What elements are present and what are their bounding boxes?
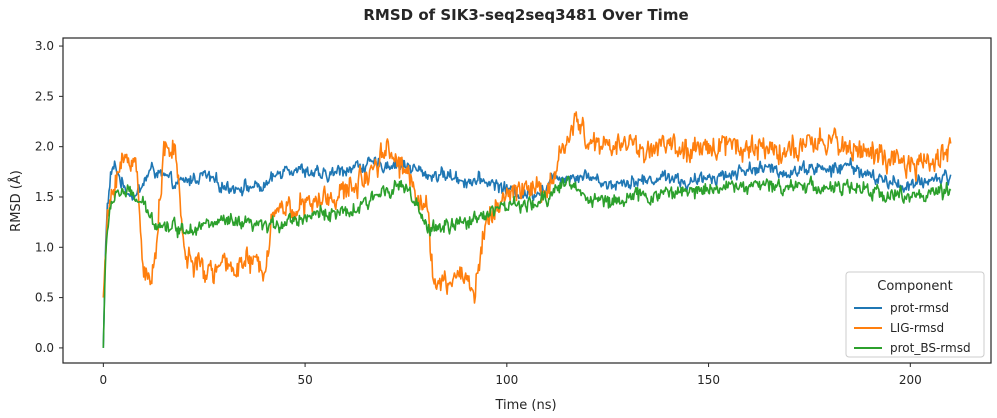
y-tick-label: 2.5 — [35, 89, 54, 103]
legend-entry-LIG-rmsd: LIG-rmsd — [890, 321, 944, 335]
x-tick-label: 150 — [697, 373, 720, 387]
x-axis-ticks: 0 50 100 150 200 — [100, 363, 922, 387]
x-tick-label: 0 — [100, 373, 108, 387]
y-axis-ticks: 0.0 0.5 1.0 1.5 2.0 2.5 3.0 — [35, 39, 63, 355]
legend-entry-prot-rmsd: prot-rmsd — [890, 301, 949, 315]
y-tick-label: 0.5 — [35, 291, 54, 305]
legend-box — [845, 271, 985, 358]
y-axis-label: RMSD (Å) — [8, 170, 24, 232]
series-line-prot-rmsd — [102, 156, 952, 348]
series-layer — [102, 111, 952, 348]
series-line-prot_BS-rmsd — [102, 175, 952, 348]
y-tick-label: 1.5 — [35, 190, 54, 204]
x-tick-label: 100 — [495, 373, 518, 387]
legend-entry-prot_BS-rmsd: prot_BS-rmsd — [890, 341, 971, 355]
legend: Component prot-rmsd LIG-rmsd prot_BS-rmsd — [845, 271, 985, 358]
y-tick-label: 0.0 — [35, 341, 54, 355]
series-line-LIG-rmsd — [102, 111, 952, 304]
x-tick-label: 50 — [297, 373, 312, 387]
y-tick-label: 2.0 — [35, 140, 54, 154]
plot-area-frame — [62, 37, 992, 364]
legend-title: Component — [877, 279, 952, 294]
y-tick-label: 3.0 — [35, 39, 54, 53]
y-tick-label: 1.0 — [35, 240, 54, 254]
x-tick-label: 200 — [899, 373, 922, 387]
x-axis-label: Time (ns) — [494, 398, 556, 413]
chart-title: RMSD of SIK3-seq2seq3481 Over Time — [363, 6, 688, 24]
